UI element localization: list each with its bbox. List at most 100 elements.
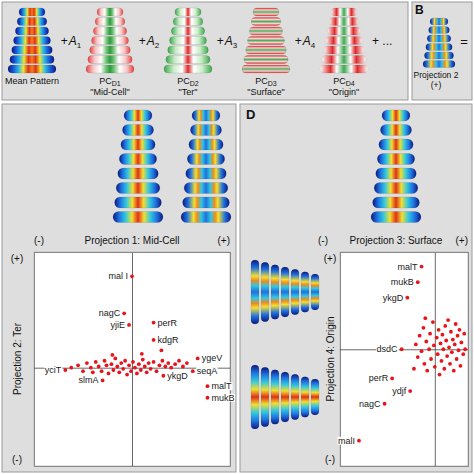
point [436,352,440,356]
cell [374,183,418,194]
point [166,361,170,365]
cell-stack [164,8,212,73]
point [101,379,105,383]
point-label: seqA [196,366,218,376]
point [463,347,467,351]
point [140,352,144,356]
cell [116,183,160,194]
cell [324,46,365,54]
point [115,365,119,369]
label-patch [211,382,233,390]
point [420,265,424,269]
points [357,265,467,443]
point [152,360,156,364]
gene-label: perR [369,373,389,383]
cell [190,125,221,136]
gene-label: seqA [197,366,218,376]
cell [327,27,360,35]
point [435,336,439,340]
term-label: PCD2 [177,76,199,87]
scatter-panel: malTmukBykgDdsdCperRydjfnagCmalI(-)Proje… [246,107,469,467]
point [458,328,462,332]
point-label: ydjf [392,386,408,396]
cell-stack [251,260,319,324]
point [133,366,137,370]
point-label: ykgD [167,371,189,381]
point [160,359,164,363]
point [139,368,143,372]
point [110,362,114,366]
gene-label: ydjf [392,386,407,396]
point [206,384,210,388]
gene-label: mukB [211,393,234,403]
point [453,343,457,347]
x-axis [35,252,231,467]
cell [373,197,420,208]
point [438,373,442,377]
point [412,367,416,371]
gene-label: malT [398,262,419,272]
point [127,363,131,367]
label-patch [157,319,178,327]
gene-label: yciT [45,365,62,375]
term-label: PCD4 [333,76,355,87]
cell-stack [320,8,368,73]
point [400,347,404,351]
gene-label: dsdC [377,344,399,354]
panel-background [412,2,472,100]
point [451,338,455,342]
plot-area [34,252,230,466]
cell [322,56,366,64]
point-label: kdgR [157,335,180,345]
point-label: ygeV [201,353,223,363]
cell [95,18,125,26]
label-patch [337,437,355,445]
cell-stack [8,8,56,73]
point [185,361,189,365]
axis-line [35,253,231,467]
cell [301,377,309,418]
cell [93,27,126,35]
cell [261,367,269,426]
point [433,365,437,369]
point-label: yjiE [110,320,126,330]
cell [377,154,414,165]
point [127,323,131,327]
cell [119,154,156,165]
point-label: mal I [108,271,129,281]
point [447,345,451,349]
point [129,369,133,373]
point [459,364,463,368]
cell-stack [371,110,421,223]
y-end-label: (-) [12,454,22,465]
point [444,339,448,343]
cell [246,46,287,54]
point-label: yciT [44,365,62,375]
x-end-label: (-) [318,235,328,246]
panel-backgrounds [2,2,472,472]
point [163,365,167,369]
point [455,357,459,361]
point [141,358,145,362]
point [89,366,93,370]
point [405,296,409,300]
point [443,324,447,328]
zero-line [132,252,133,466]
term-label: PCD1 [99,76,121,87]
cell [331,8,357,16]
operator: +A2 [139,34,160,50]
point [169,366,173,370]
cell [424,52,453,59]
cell [244,56,288,64]
gene-label: yjiE [111,320,126,330]
label-patch [390,278,414,286]
point [416,280,420,284]
cell [291,269,299,314]
cell [113,212,163,223]
point [425,369,429,373]
point [422,326,426,330]
cell [379,139,413,150]
point [155,369,159,373]
point [449,330,453,334]
term-caption: "Ter" [179,87,198,97]
